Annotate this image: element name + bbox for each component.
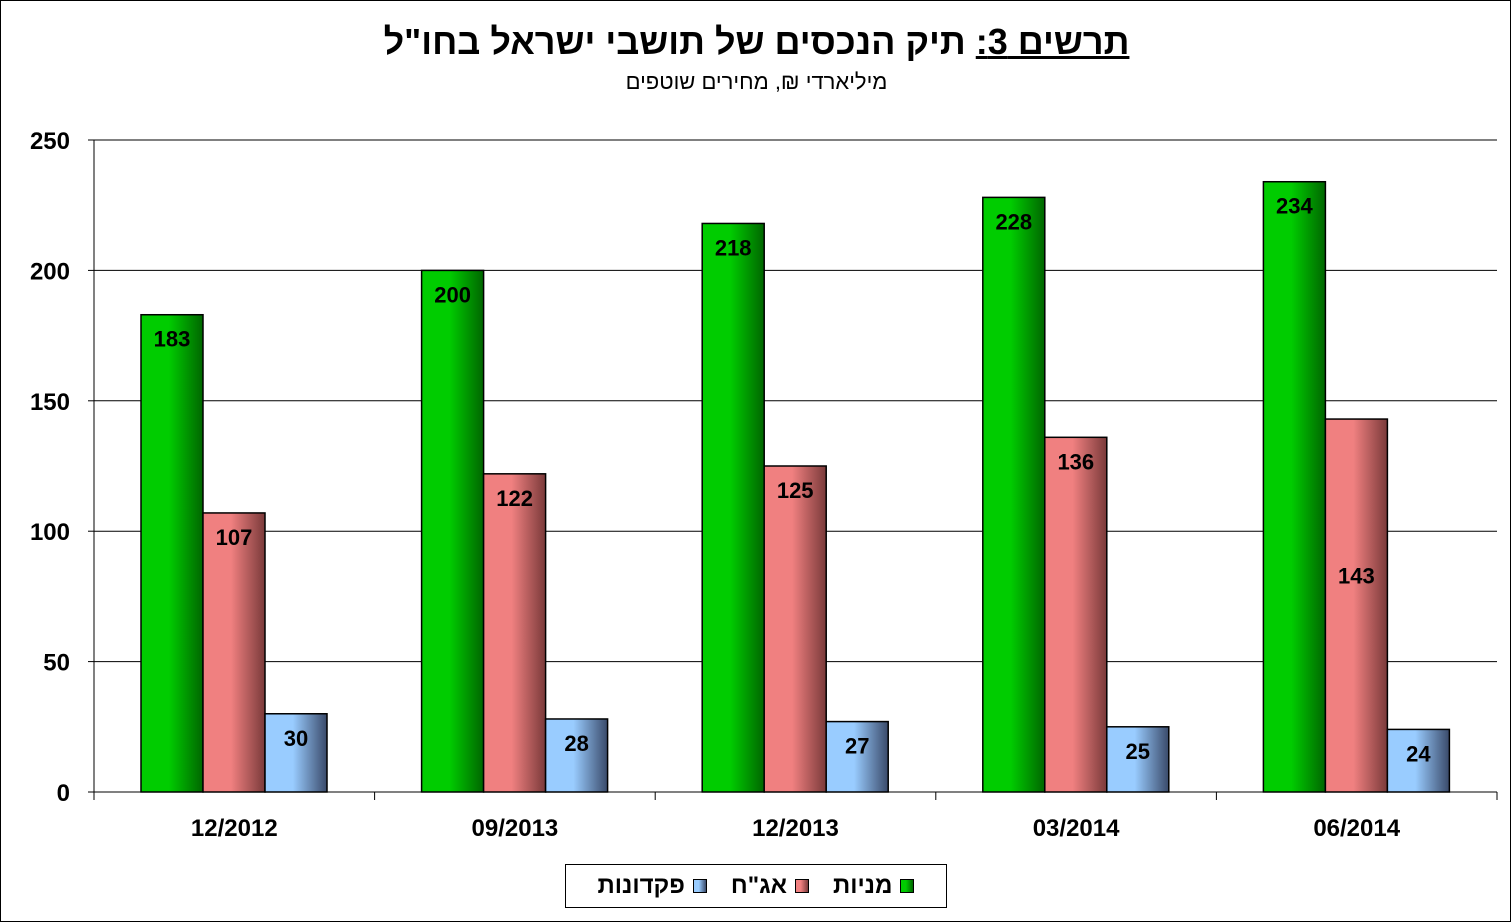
data-label: 107 (216, 525, 253, 550)
bar (264, 713, 328, 793)
data-label: 125 (777, 478, 814, 503)
data-label: 136 (1057, 449, 1094, 474)
value-labels: 183 107 30 200 122 28 218 125 27 228 136 25 234 143 24 (154, 194, 1432, 767)
x-tick-label: 12/2012 (191, 815, 278, 842)
legend: מניות אג"ח פקדונות (565, 864, 947, 908)
bar (420, 269, 485, 793)
data-label: 228 (995, 209, 1032, 234)
x-tick-label: 06/2014 (1313, 815, 1400, 842)
x-tick-label: 12/2013 (752, 815, 839, 842)
data-label: 234 (1276, 194, 1313, 219)
y-tick-label: 150 (30, 389, 70, 416)
legend-swatch (692, 879, 707, 893)
y-tick-label: 0 (57, 780, 70, 807)
axes: 0 50 100 150 200 250 12/2012 09/2013 12/2013 03/2… (30, 128, 1498, 842)
y-tick-label: 200 (30, 258, 70, 285)
bar (982, 196, 1046, 793)
data-label: 143 (1338, 564, 1375, 589)
chart-subtitle: מיליארדי ₪, מחירים שוטפים (625, 69, 888, 94)
bar (482, 473, 547, 793)
bar (140, 313, 204, 793)
x-tick-label: 09/2013 (472, 815, 559, 842)
data-label: 28 (564, 731, 588, 756)
data-label: 183 (154, 327, 191, 352)
data-label: 200 (434, 282, 471, 307)
chart-title-main: תיק הנכסים של תושבי ישראל בחו"ל (383, 21, 966, 62)
chart-title: תרשים 3: תיק הנכסים של תושבי ישראל בחו"ל (1, 21, 1511, 63)
data-label: 122 (496, 486, 533, 511)
legend-label: פקדונות (597, 872, 685, 899)
legend-label: אג"ח (730, 872, 787, 899)
bar (825, 720, 889, 793)
legend-swatch (794, 879, 809, 893)
legend-item: אג"ח (731, 872, 809, 900)
data-label: 24 (1406, 741, 1431, 766)
bars (140, 180, 1451, 793)
y-tick-label: 100 (30, 519, 70, 546)
data-label: 25 (1126, 739, 1150, 764)
x-tick-label: 03/2014 (1033, 815, 1120, 842)
y-tick-label: 250 (30, 128, 70, 155)
chart-title-prefix: תרשים 3: (975, 21, 1130, 62)
legend-item: מניות (832, 872, 915, 900)
data-label: 27 (845, 734, 869, 759)
bar (1044, 436, 1108, 793)
legend-label: מניות (832, 872, 893, 899)
bar (544, 718, 609, 793)
bar (1324, 418, 1389, 793)
legend-item: פקדונות (598, 872, 707, 900)
bar (1386, 728, 1451, 793)
data-label: 218 (715, 235, 752, 260)
bar (763, 465, 827, 793)
bar (202, 512, 266, 793)
legend-swatch (900, 879, 915, 893)
bar (1106, 726, 1170, 793)
data-label: 30 (284, 726, 308, 751)
bar (701, 222, 765, 793)
y-tick-label: 50 (43, 650, 70, 677)
bar (1262, 180, 1327, 793)
